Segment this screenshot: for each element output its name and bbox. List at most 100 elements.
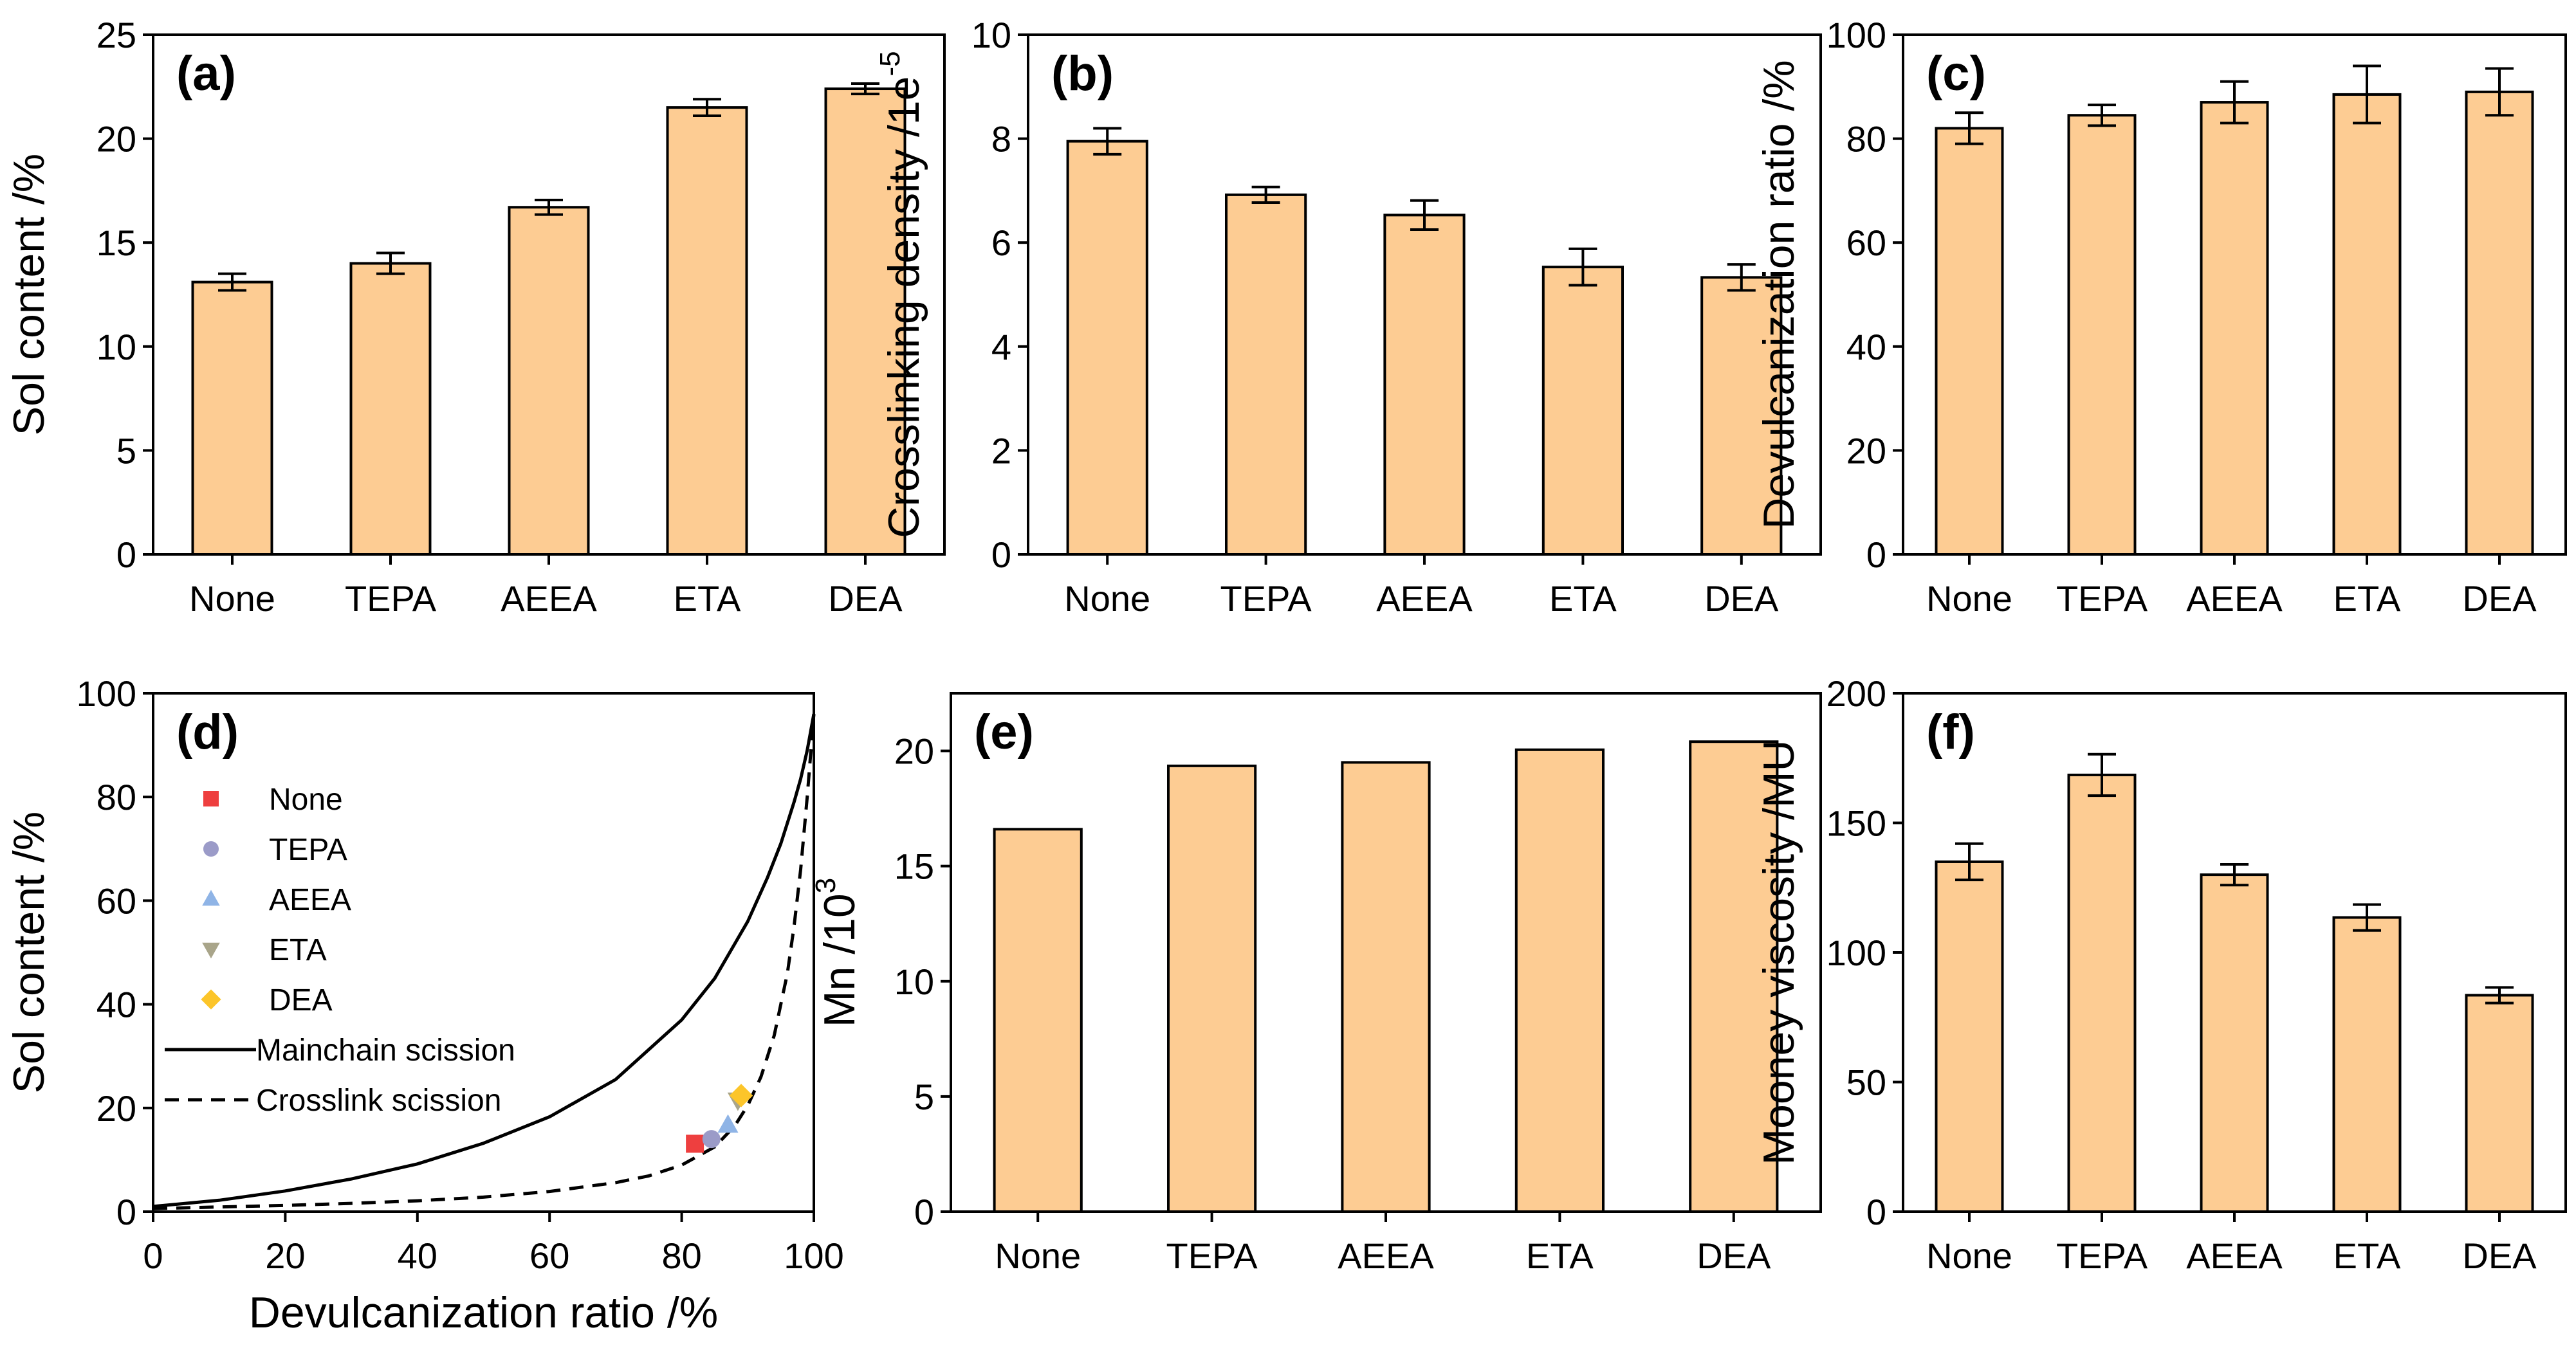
bar-none [1935, 127, 2004, 556]
error-bar-none [218, 272, 246, 292]
y-tick-label: 60 [97, 880, 136, 921]
y-axis-title-text: Sol content /% [5, 812, 53, 1093]
legend-marker-eta [202, 942, 220, 959]
x-tick-label: None [1926, 1235, 2012, 1276]
error-bar-none [1955, 111, 1983, 145]
error-bar-none [1955, 842, 1983, 882]
error-bar-tepa [376, 251, 405, 275]
y-tick-label: 6 [991, 223, 1011, 263]
y-tick-label: 0 [914, 1192, 934, 1232]
y-tick-label: 0 [991, 534, 1011, 575]
error-bar-aeea [1410, 199, 1439, 231]
error-bar-eta [693, 98, 721, 118]
bar-aeea [2200, 101, 2269, 556]
x-tick-label: AEEA [1376, 578, 1473, 619]
y-tick-label: 25 [97, 15, 136, 55]
x-tick-label: None [1064, 578, 1150, 619]
error-bar-aeea [2220, 80, 2249, 125]
bar-none [191, 280, 273, 556]
bar-aeea [1341, 761, 1431, 1213]
x-tick-label: AEEA [2186, 1235, 2283, 1276]
y-tick-label: 10 [971, 15, 1011, 55]
x-tick-label: AEEA [1338, 1235, 1434, 1276]
bar-tepa [1225, 193, 1307, 556]
bar-eta [1541, 266, 1624, 556]
bar-aeea [1383, 214, 1466, 556]
plot-frame [152, 692, 815, 1213]
legend-label-crosslink-scission: Crosslink scission [256, 1084, 501, 1118]
y-axis-title: Sol content /% [5, 154, 53, 435]
error-bar-dea [1727, 263, 1756, 292]
y-axis-title-text: Crosslinking density /1e [879, 77, 928, 538]
bar-eta [2332, 93, 2402, 556]
legend-label-eta: ETA [269, 933, 327, 967]
y-tick-label: 80 [1846, 119, 1886, 159]
x-tick-label: None [189, 578, 275, 619]
y-axis-title-text: Mn /10 [815, 893, 864, 1027]
x-tick-label: None [995, 1235, 1081, 1276]
y-tick-label: 4 [991, 327, 1011, 367]
point-aeea [717, 1114, 739, 1133]
bar-chart-b: 0 2 4 6 8 10 Crosslinking density /1e-5 (b) None… [874, 15, 1822, 619]
y-tick-label: 0 [1866, 1192, 1886, 1232]
y-axis-title-superscript: 3 [810, 878, 842, 893]
y-tick-label: 150 [1826, 803, 1886, 844]
error-bar-tepa [2088, 104, 2116, 127]
bar-chart-f: 0 50 100 150 200 Mooney viscosity /MU (f) None T… [1754, 673, 2567, 1276]
y-tick-label: 100 [1826, 933, 1886, 973]
x-tick-label: DEA [2462, 1235, 2537, 1276]
legend-label-none: None [269, 783, 343, 817]
x-tick-label: 0 [143, 1235, 163, 1276]
bar-eta [1514, 748, 1605, 1213]
legend-label-mainchain-scission: Mainchain scission [256, 1034, 515, 1068]
legend-marker-dea [201, 989, 221, 1010]
x-tick-label: DEA [2462, 578, 2537, 619]
x-tick-label: TEPA [1166, 1235, 1258, 1276]
x-tick-label: None [1926, 578, 2012, 619]
bar-tepa [1167, 764, 1257, 1213]
y-tick-label: 5 [914, 1077, 934, 1117]
bar-none [993, 828, 1083, 1213]
y-axis-title-superscript: -5 [874, 51, 906, 76]
x-tick-label: 40 [398, 1235, 437, 1276]
x-tick-label: DEA [1697, 1235, 1771, 1276]
x-tick-label: AEEA [501, 578, 597, 619]
y-tick-label: 50 [1846, 1062, 1886, 1103]
bar-none [1935, 860, 2004, 1213]
bar-aeea [2200, 873, 2269, 1213]
legend-label-dea: DEA [269, 983, 333, 1017]
error-bar-dea [2485, 986, 2514, 1005]
y-tick-label: 2 [991, 430, 1011, 471]
y-tick-label: 100 [77, 673, 136, 714]
x-tick-label: ETA [1549, 578, 1617, 619]
y-axis-title: Crosslinking density /1e-5 [874, 51, 928, 538]
legend-marker-none [203, 791, 219, 806]
bar-tepa [2067, 773, 2137, 1213]
y-tick-label: 5 [116, 430, 136, 471]
x-tick-label: TEPA [1220, 578, 1312, 619]
error-bar-none [1093, 127, 1122, 156]
y-tick-label: 60 [1846, 223, 1886, 263]
bar-dea [1700, 276, 1783, 556]
y-tick-label: 40 [97, 985, 136, 1025]
x-tick-label: 100 [784, 1235, 843, 1276]
panel-label: (c) [1926, 46, 1986, 101]
x-tick-label: TEPA [2056, 1235, 2148, 1276]
error-bar-dea [851, 82, 879, 96]
bar-dea [2465, 994, 2534, 1213]
panel-label: (a) [176, 46, 236, 101]
y-tick-label: 40 [1846, 327, 1886, 367]
bar-dea [2465, 90, 2534, 556]
y-tick-label: 10 [97, 327, 136, 367]
y-axis-title-text: Sol content /% [5, 154, 53, 435]
x-tick-label: DEA [1704, 578, 1779, 619]
y-tick-label: 20 [97, 1088, 136, 1129]
x-tick-label: ETA [1526, 1235, 1594, 1276]
y-tick-label: 15 [97, 223, 136, 263]
legend-marker-aeea [202, 889, 220, 906]
bar-eta [666, 106, 748, 556]
y-axis-title: Mooney viscosity /MU [1754, 740, 1803, 1165]
y-tick-label: 20 [97, 119, 136, 159]
y-axis-title-text: Mooney viscosity /MU [1754, 740, 1803, 1165]
